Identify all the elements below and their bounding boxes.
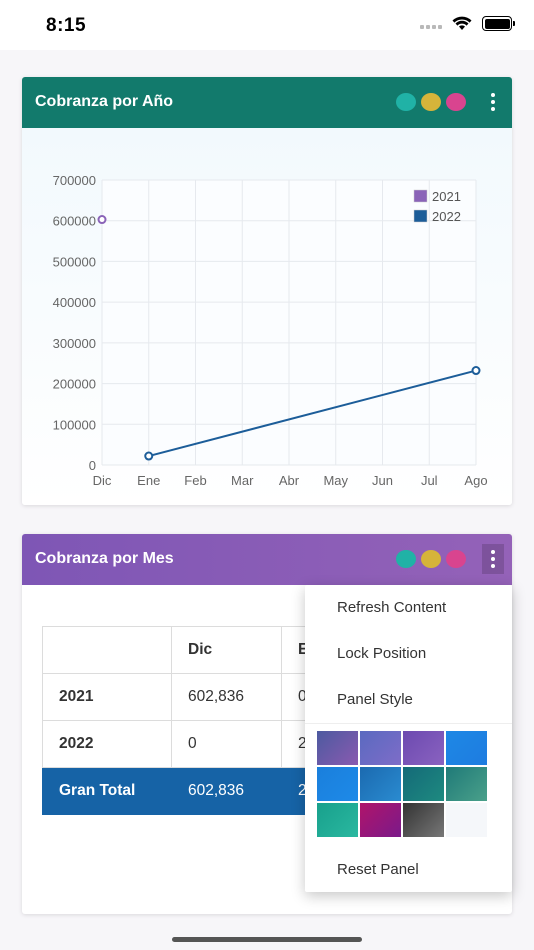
panel-color-dots: [396, 550, 466, 568]
table-cell: 602,836: [171, 767, 282, 815]
style-swatch[interactable]: [403, 731, 444, 765]
panel-header: Cobranza por Mes: [22, 534, 512, 585]
table-row: 2021 602,836 0: [42, 673, 362, 721]
style-swatch[interactable]: [446, 803, 487, 837]
row-label: 2022: [42, 720, 172, 768]
yellow-dot-button[interactable]: [421, 93, 441, 111]
status-icons: [420, 16, 515, 31]
panel-header: Cobranza por Año: [22, 77, 512, 128]
teal-dot-button[interactable]: [396, 550, 416, 568]
menu-divider: [305, 723, 512, 724]
refresh-content-menu-item[interactable]: Refresh Content: [337, 599, 447, 616]
pink-dot-button[interactable]: [446, 93, 466, 111]
y-tick-label: 500000: [53, 254, 96, 269]
yellow-dot-button[interactable]: [421, 550, 441, 568]
style-swatch[interactable]: [446, 767, 487, 801]
home-indicator: [172, 937, 362, 942]
x-tick-label: Jul: [421, 473, 438, 488]
x-tick-label: Ago: [464, 473, 487, 488]
legend-label: 2021: [432, 189, 461, 204]
row-label: Gran Total: [42, 767, 172, 815]
x-tick-label: Ene: [137, 473, 160, 488]
data-point-2021: [97, 215, 107, 225]
pink-dot-button[interactable]: [446, 550, 466, 568]
row-label: 2021: [42, 673, 172, 721]
legend-label: 2022: [432, 209, 461, 224]
style-swatch[interactable]: [317, 767, 358, 801]
series-line-2022: [148, 369, 477, 458]
data-point-2022: [471, 366, 481, 376]
y-tick-label: 600000: [53, 214, 96, 229]
wifi-icon: [452, 16, 472, 30]
x-tick-label: Abr: [279, 473, 300, 488]
year-chart: 700000 600000 500000 400000 300000 200000 1000…: [22, 128, 512, 505]
panel-color-dots: [396, 93, 466, 111]
style-swatch[interactable]: [360, 731, 401, 765]
panel-style-swatches: [317, 731, 487, 837]
x-tick-label: Dic: [93, 473, 112, 488]
x-tick-label: Feb: [184, 473, 206, 488]
panel-title: Cobranza por Año: [35, 93, 174, 110]
line-chart-svg: 700000 600000 500000 400000 300000 200000 1000…: [53, 173, 488, 488]
panel-options-menu: Refresh Content Lock Position Panel Styl…: [305, 585, 512, 892]
style-swatch[interactable]: [317, 803, 358, 837]
cellular-signal-icon: [420, 24, 442, 29]
lock-position-menu-item[interactable]: Lock Position: [337, 645, 427, 662]
panel-cobranza-anio: Cobranza por Año 700000 600000 500000 40000…: [22, 77, 512, 505]
y-tick-label: 700000: [53, 173, 96, 188]
status-bar: 8:15: [0, 0, 534, 50]
y-tick-label: 400000: [53, 295, 96, 310]
table-header-cell: [42, 626, 172, 674]
y-tick-label: 0: [89, 458, 96, 473]
table-header-cell: Dic: [171, 626, 282, 674]
style-swatch[interactable]: [317, 731, 358, 765]
style-swatch[interactable]: [360, 803, 401, 837]
y-tick-label: 200000: [53, 377, 96, 392]
y-tick-label: 300000: [53, 336, 96, 351]
more-options-icon[interactable]: [482, 87, 504, 117]
x-tick-label: Jun: [372, 473, 393, 488]
reset-panel-menu-item[interactable]: Reset Panel: [337, 861, 419, 878]
status-time: 8:15: [46, 15, 87, 36]
style-swatch[interactable]: [360, 767, 401, 801]
table-cell: 602,836: [171, 673, 282, 721]
legend-swatch: [413, 189, 428, 203]
teal-dot-button[interactable]: [396, 93, 416, 111]
battery-icon: [482, 16, 515, 31]
table-cell: 0: [171, 720, 282, 768]
x-tick-label: May: [323, 473, 348, 488]
legend-swatch: [413, 209, 428, 223]
panel-style-menu-item[interactable]: Panel Style: [337, 691, 413, 708]
y-tick-label: 100000: [53, 417, 96, 432]
style-swatch[interactable]: [403, 767, 444, 801]
x-tick-label: Mar: [231, 473, 254, 488]
panel-title: Cobranza por Mes: [35, 550, 174, 567]
style-swatch[interactable]: [446, 731, 487, 765]
more-options-icon[interactable]: [482, 544, 504, 574]
data-point-2022: [144, 451, 154, 461]
style-swatch[interactable]: [403, 803, 444, 837]
